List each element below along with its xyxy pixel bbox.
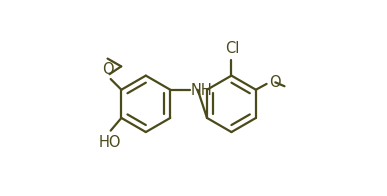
Text: NH: NH: [191, 83, 212, 98]
Text: O: O: [269, 75, 281, 90]
Text: HO: HO: [98, 135, 121, 150]
Text: O: O: [102, 63, 113, 77]
Text: Cl: Cl: [224, 41, 239, 56]
